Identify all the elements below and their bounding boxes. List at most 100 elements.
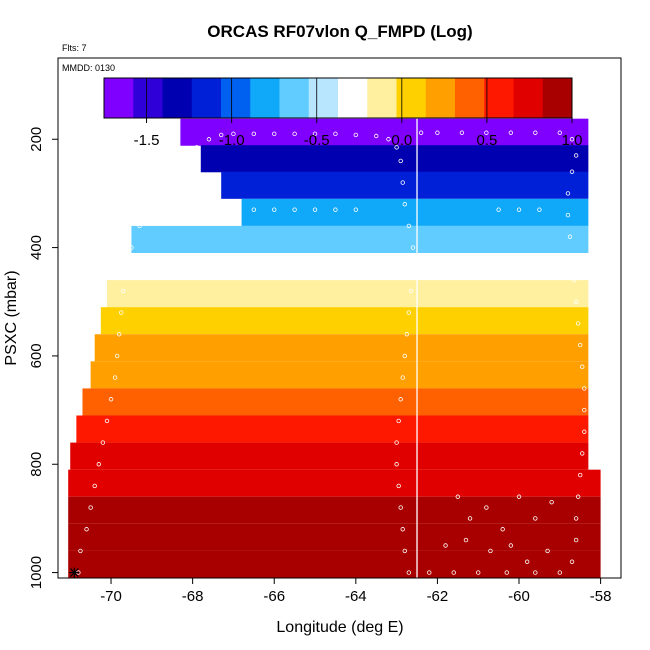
track-point bbox=[435, 130, 440, 135]
track-point bbox=[484, 130, 489, 135]
x-tick-label: -64 bbox=[345, 588, 367, 605]
track-point bbox=[571, 277, 577, 283]
track-point bbox=[573, 537, 579, 543]
y-tick-label: 1000 bbox=[28, 556, 45, 589]
colorbar-swatch bbox=[308, 78, 339, 118]
track-point bbox=[190, 207, 195, 212]
track-point bbox=[251, 131, 257, 137]
track-point bbox=[484, 505, 489, 510]
track-point bbox=[92, 483, 97, 489]
track-point bbox=[545, 548, 550, 554]
track-point bbox=[272, 207, 277, 212]
mmdd-label: MMDD: 0130 bbox=[62, 63, 115, 73]
track-point bbox=[443, 543, 448, 548]
track-point bbox=[516, 494, 522, 499]
track-point bbox=[194, 145, 199, 150]
track-point bbox=[218, 132, 224, 138]
colorbar-tick-label: -1.5 bbox=[134, 132, 160, 149]
track-point bbox=[537, 207, 542, 212]
track-point bbox=[386, 137, 391, 142]
track-point bbox=[508, 543, 514, 548]
colorbar-swatch bbox=[162, 78, 193, 118]
track-point bbox=[112, 375, 118, 380]
track-point bbox=[406, 570, 412, 575]
track-point bbox=[84, 527, 89, 532]
track-point bbox=[427, 570, 432, 575]
track-point bbox=[565, 212, 571, 218]
track-point bbox=[516, 207, 522, 212]
track-point bbox=[100, 440, 106, 445]
track-point bbox=[569, 559, 575, 564]
track-point bbox=[400, 180, 405, 185]
y-tick-label: 200 bbox=[28, 127, 45, 152]
track-point bbox=[402, 202, 407, 207]
colorbar-tick-label: -1.0 bbox=[219, 132, 245, 149]
colorbar-swatch bbox=[133, 78, 163, 118]
track-point bbox=[333, 131, 338, 137]
track-point bbox=[406, 223, 412, 229]
track-point bbox=[500, 527, 505, 532]
heatmap-layer bbox=[82, 388, 589, 416]
track-point bbox=[398, 505, 403, 510]
colorbar-tick-label: 0.0 bbox=[391, 132, 412, 149]
track-point bbox=[565, 191, 571, 196]
colorbar-tick-label: 0.5 bbox=[476, 132, 497, 149]
track-point bbox=[549, 499, 554, 505]
track-point bbox=[292, 207, 297, 212]
track-point bbox=[418, 130, 424, 135]
track-point bbox=[578, 342, 583, 348]
track-point bbox=[78, 548, 83, 554]
track-point bbox=[580, 364, 585, 369]
track-point bbox=[533, 570, 538, 575]
track-point bbox=[578, 472, 583, 478]
track-point bbox=[580, 451, 585, 456]
colorbar-swatch bbox=[279, 78, 310, 118]
x-tick-label: -68 bbox=[182, 588, 204, 605]
track-point bbox=[170, 174, 175, 180]
track-point bbox=[582, 407, 587, 413]
colorbar-swatch bbox=[425, 78, 456, 118]
start-marker bbox=[69, 567, 80, 578]
track-point bbox=[573, 516, 579, 521]
track-point bbox=[557, 130, 563, 135]
heatmap-layer bbox=[100, 307, 589, 335]
track-point bbox=[524, 559, 530, 564]
colorbar-swatch bbox=[396, 78, 427, 118]
track-point bbox=[573, 299, 579, 304]
track-point bbox=[394, 145, 399, 150]
track-point bbox=[170, 207, 175, 212]
x-tick-label: -60 bbox=[508, 588, 530, 605]
heatmap-layer bbox=[68, 496, 601, 524]
track-point bbox=[137, 223, 142, 229]
colorbar-tick-label: 1.0 bbox=[562, 132, 583, 149]
track-point bbox=[116, 332, 122, 337]
track-point bbox=[404, 332, 410, 337]
track-point bbox=[398, 397, 403, 402]
heatmap-layer bbox=[94, 334, 589, 362]
heatmap-layer bbox=[241, 198, 589, 226]
heatmap-layer bbox=[131, 225, 589, 253]
x-tick-label: -58 bbox=[590, 588, 612, 605]
heatmap-layer bbox=[68, 550, 601, 578]
track-point bbox=[398, 158, 403, 164]
track-point bbox=[251, 207, 257, 212]
y-axis-label: PSXC (mbar) bbox=[3, 270, 20, 365]
track-point bbox=[410, 267, 416, 272]
colorbar-swatch bbox=[338, 78, 368, 118]
heatmap-layer bbox=[106, 280, 589, 308]
plot-area bbox=[68, 118, 601, 578]
track-point bbox=[182, 158, 187, 164]
track-point bbox=[410, 245, 416, 250]
colorbar-swatch bbox=[542, 78, 573, 118]
x-tick-label: -62 bbox=[427, 588, 449, 605]
heatmap-layer bbox=[90, 361, 589, 389]
flights-label: Flts: 7 bbox=[62, 43, 87, 53]
track-point bbox=[210, 207, 216, 212]
x-axis-label: Longitude (deg E) bbox=[276, 619, 403, 636]
track-point bbox=[400, 527, 405, 532]
track-point bbox=[157, 191, 163, 196]
colorbar-swatch bbox=[367, 78, 397, 118]
track-point bbox=[129, 207, 134, 212]
y-tick-label: 600 bbox=[28, 343, 45, 368]
